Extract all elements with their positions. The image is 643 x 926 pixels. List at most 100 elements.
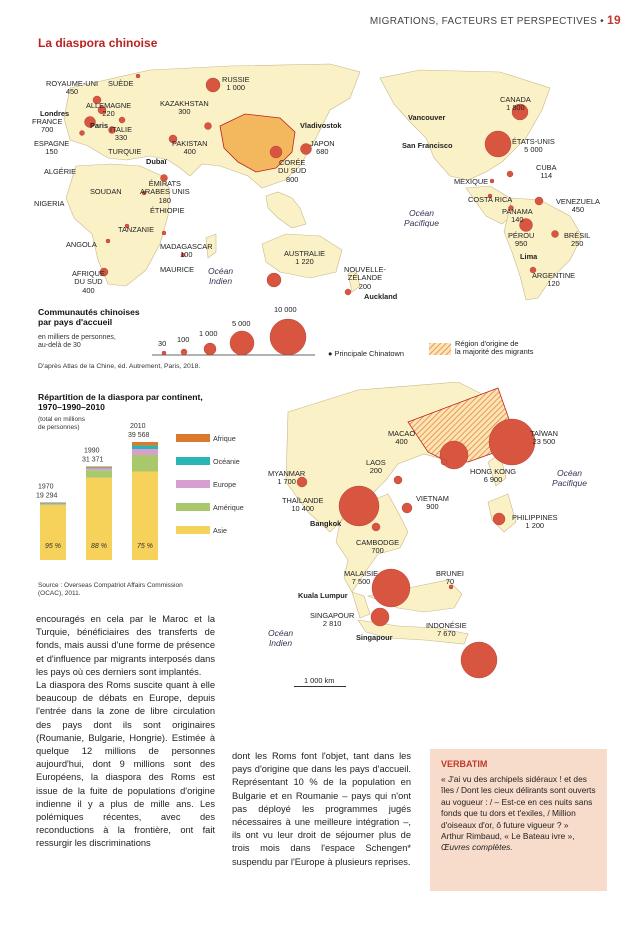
bar-1990-4 (86, 466, 112, 468)
label-allemagne: ALLEMAGNE 220 (86, 101, 132, 119)
verbatim-work: Œuvres complètes. (441, 842, 513, 853)
legend-origin: Région d'origine de la majorité des migr… (455, 339, 534, 357)
label-france: FRANCE 700 (32, 117, 63, 135)
legend-label-1: Amériques (213, 503, 244, 512)
bar-1990-2 (86, 468, 112, 471)
label-thailande: THAÏLANDE 10 400 (282, 496, 324, 514)
bar-year-1970: 1970 (38, 483, 54, 490)
label-tanzanie: TANZANIE (118, 225, 154, 234)
verbatim-box: VERBATIM « J'ai vu des archipels sidérau… (430, 749, 607, 891)
bar-2010-2 (132, 449, 158, 455)
bar-2010-3 (132, 445, 158, 450)
label-malaisie: MALAISIE 7 500 (344, 569, 379, 587)
label-laos: LAOS 200 (366, 458, 386, 476)
bar-2010-4 (132, 442, 158, 446)
bar-1990-1 (86, 470, 112, 478)
label-brunei: BRUNEI 70 (436, 569, 464, 587)
scale-label: 1 000 km (304, 676, 335, 685)
legend-swatch-2 (176, 480, 210, 488)
body-col-2: dont les Roms font l'objet, tant dans le… (232, 751, 411, 867)
label-russie: RUSSIE 1 000 (222, 75, 250, 93)
label-perou: PÉROU 950 (508, 231, 535, 249)
label-maurice: MAURICE (160, 265, 195, 274)
label-royaume-uni: ROYAUME-UNI 450 (46, 79, 99, 97)
bar-2010-0 (132, 471, 158, 560)
label-cuba: CUBA 114 (536, 163, 557, 181)
label-dubai: Dubaï (146, 157, 167, 166)
label-taiwan: TAÏWAN 23 500 (530, 429, 558, 447)
bar-total-1970: 19 294 (36, 492, 58, 499)
label-nouvelle-zelande: NOUVELLE- ZÉLANDE 200 (344, 265, 386, 291)
label-vancouver: Vancouver (408, 113, 446, 122)
label-algerie: ALGÉRIE (44, 167, 77, 176)
bar-total-1990: 31 371 (82, 456, 104, 463)
label-vietnam: VIETNAM 900 (416, 494, 449, 512)
asia-ocean-pacifique: Océan Pacifique (552, 468, 587, 488)
scale-bar (294, 686, 346, 687)
bar-1970-4 (40, 502, 66, 504)
running-header: MIGRATIONS, FACTEURS ET PERSPECTIVES • 1… (369, 13, 621, 27)
bar-2010-1 (132, 454, 158, 472)
label-philippines: PHILIPPINES 1 200 (512, 513, 558, 531)
label-mexique: MEXIQUE (454, 177, 489, 186)
label-nigeria: NIGERIA (34, 199, 65, 208)
label-argentine: ARGENTINE 120 (532, 271, 576, 289)
label-italie: ITALIE 330 (110, 125, 133, 143)
label-costa-rica: COSTA RICA (468, 195, 513, 204)
label-soudan: SOUDAN (90, 187, 122, 196)
label-indonesie: INDONÉSIE 7 670 (426, 621, 467, 639)
label-kuala-lumpur: Kuala Lumpur (298, 591, 348, 600)
label-afrique-du-sud: AFRIQUE DU SUD 400 (72, 269, 105, 295)
bar-asie-pct-2010: 75 % (137, 543, 153, 550)
legend-swatch-4 (176, 434, 210, 442)
legend-label-4: Afrique (213, 434, 236, 443)
legend-size-100: 100 (177, 335, 190, 344)
label-hong-kong: HONG KONG 6 900 (470, 467, 516, 485)
bar-asie-pct-1970: 95 % (45, 543, 61, 550)
label-australie: AUSTRALIE 1 220 (284, 249, 326, 267)
label-emirats: ÉMIRATS ARABES UNIS 180 (140, 179, 190, 205)
legend-size-30: 30 (158, 339, 167, 348)
asia-map (248, 382, 610, 692)
label-pakistan: PAKISTAN 400 (172, 139, 208, 157)
legend-label-3: Océanie (213, 457, 240, 466)
bar-1970-2 (40, 503, 66, 505)
label-singapour-ville: Singapour (356, 633, 393, 642)
label-paris: Paris (90, 121, 109, 130)
label-venezuela: VENEZUELA 450 (556, 197, 600, 215)
legend-size-1000: 1 000 (199, 329, 218, 338)
legend-swatch-3 (176, 457, 210, 465)
label-panama: PANAMA 140 (502, 207, 533, 225)
label-coree: CORÉE DU SUD 800 (278, 158, 307, 184)
ocean-pacifique: Océan Pacifique (404, 208, 439, 228)
legend-chinatown: ● Principale Chinatown (328, 349, 404, 358)
verbatim-quote: « J'ai vu des archipels sidéraux ! et de… (441, 774, 596, 830)
legend-title: Communautés chinoises par pays d'accueil (38, 307, 140, 327)
legend-swatch-1 (176, 503, 210, 511)
label-ethiopie: ÉTHIOPIE (150, 206, 185, 215)
label-turquie: TURQUIE (108, 147, 142, 156)
label-kazakhstan: KAZAKHSTAN 300 (160, 99, 209, 117)
chart-title: Répartition de la diaspora par continent… (38, 392, 203, 412)
bar-1970-1 (40, 504, 66, 506)
label-suede: SUÈDE (108, 79, 134, 88)
label-japon: JAPON 680 (310, 139, 335, 157)
bar-1990-0 (86, 477, 112, 560)
legend-label-2: Europe (213, 480, 236, 489)
label-angola: ANGOLA (66, 240, 97, 249)
legend-unit: en milliers de personnes, au-delà de 30 (38, 334, 116, 349)
bar-1990-3 (86, 467, 112, 469)
label-macao: MACAO 400 (388, 429, 416, 447)
legend-swatch-0 (176, 526, 210, 534)
label-bresil: BRÉSIL 250 (564, 231, 591, 249)
label-espagne: ESPAGNE 150 (34, 139, 70, 157)
label-bangkok: Bangkok (310, 519, 342, 528)
label-cambodge: CAMBODGE 700 (356, 538, 400, 556)
label-auckland: Auckland (364, 292, 398, 301)
legend-size-10000: 10 000 (274, 305, 297, 314)
bar-year-1990: 1990 (84, 447, 100, 454)
label-lima: Lima (520, 252, 538, 261)
label-madagascar: MADAGASCAR 100 (160, 242, 213, 260)
legend-source: D'après Atlas de la Chine, éd. Autrement… (38, 363, 201, 370)
label-myanmar: MYANMAR 1 700 (268, 469, 306, 487)
